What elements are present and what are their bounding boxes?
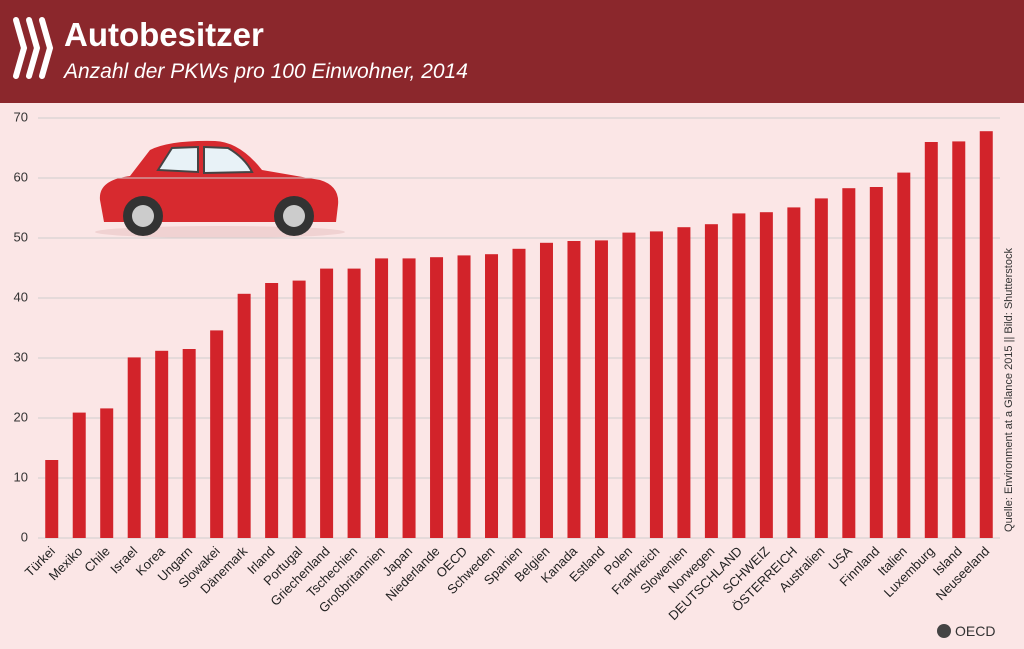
bar [100, 408, 114, 538]
car-illustration [95, 140, 345, 238]
bar [265, 283, 279, 538]
bar [732, 213, 746, 538]
bar [567, 241, 581, 538]
y-tick-label: 30 [14, 349, 28, 364]
bar [210, 330, 224, 538]
bar [594, 240, 608, 538]
bar [787, 207, 801, 538]
bar [814, 198, 828, 538]
y-tick-label: 10 [14, 469, 28, 484]
source-note: Quelle: Environment at a Glance 2015 || … [1003, 248, 1015, 532]
bar [45, 460, 59, 538]
bar [897, 172, 911, 538]
bar [72, 412, 86, 538]
bar [292, 280, 306, 538]
bar [869, 187, 883, 538]
bar [155, 350, 169, 538]
bar [347, 268, 361, 538]
brand-logo: OECD [955, 623, 995, 639]
bar [182, 349, 196, 538]
bar [430, 257, 444, 538]
bar [512, 248, 526, 539]
chart-title: Autobesitzer [64, 16, 264, 53]
bar [924, 142, 938, 538]
y-tick-label: 70 [14, 109, 28, 124]
bar [677, 227, 691, 538]
chevron-icon [13, 17, 54, 79]
y-tick-label: 40 [14, 289, 28, 304]
y-tick-label: 20 [14, 409, 28, 424]
y-tick-label: 0 [21, 529, 28, 544]
bar [759, 212, 773, 538]
bar [127, 357, 141, 538]
bar [237, 293, 251, 538]
bar [485, 254, 499, 538]
chart-subtitle: Anzahl der PKWs pro 100 Einwohner, 2014 [62, 60, 468, 83]
bar [539, 242, 553, 539]
bar [952, 141, 966, 538]
bar [622, 232, 636, 538]
brand-icon [937, 624, 951, 638]
bar [457, 255, 471, 538]
bar [402, 258, 416, 538]
y-tick-label: 50 [14, 229, 28, 244]
bar [979, 131, 993, 538]
y-tick-label: 60 [14, 169, 28, 184]
bar [649, 231, 663, 538]
header [0, 0, 1024, 103]
bar [320, 268, 334, 538]
bar [375, 258, 389, 538]
bar [842, 188, 856, 538]
bar [704, 224, 718, 538]
